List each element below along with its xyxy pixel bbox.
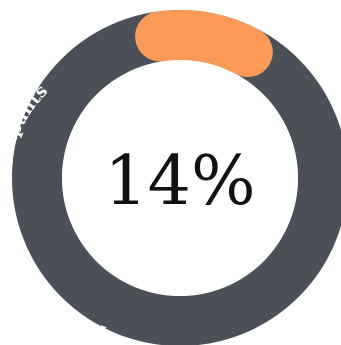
center-value-label: 14%	[104, 142, 255, 221]
donut-center	[62, 60, 298, 296]
highlight-segment	[135, 10, 273, 78]
